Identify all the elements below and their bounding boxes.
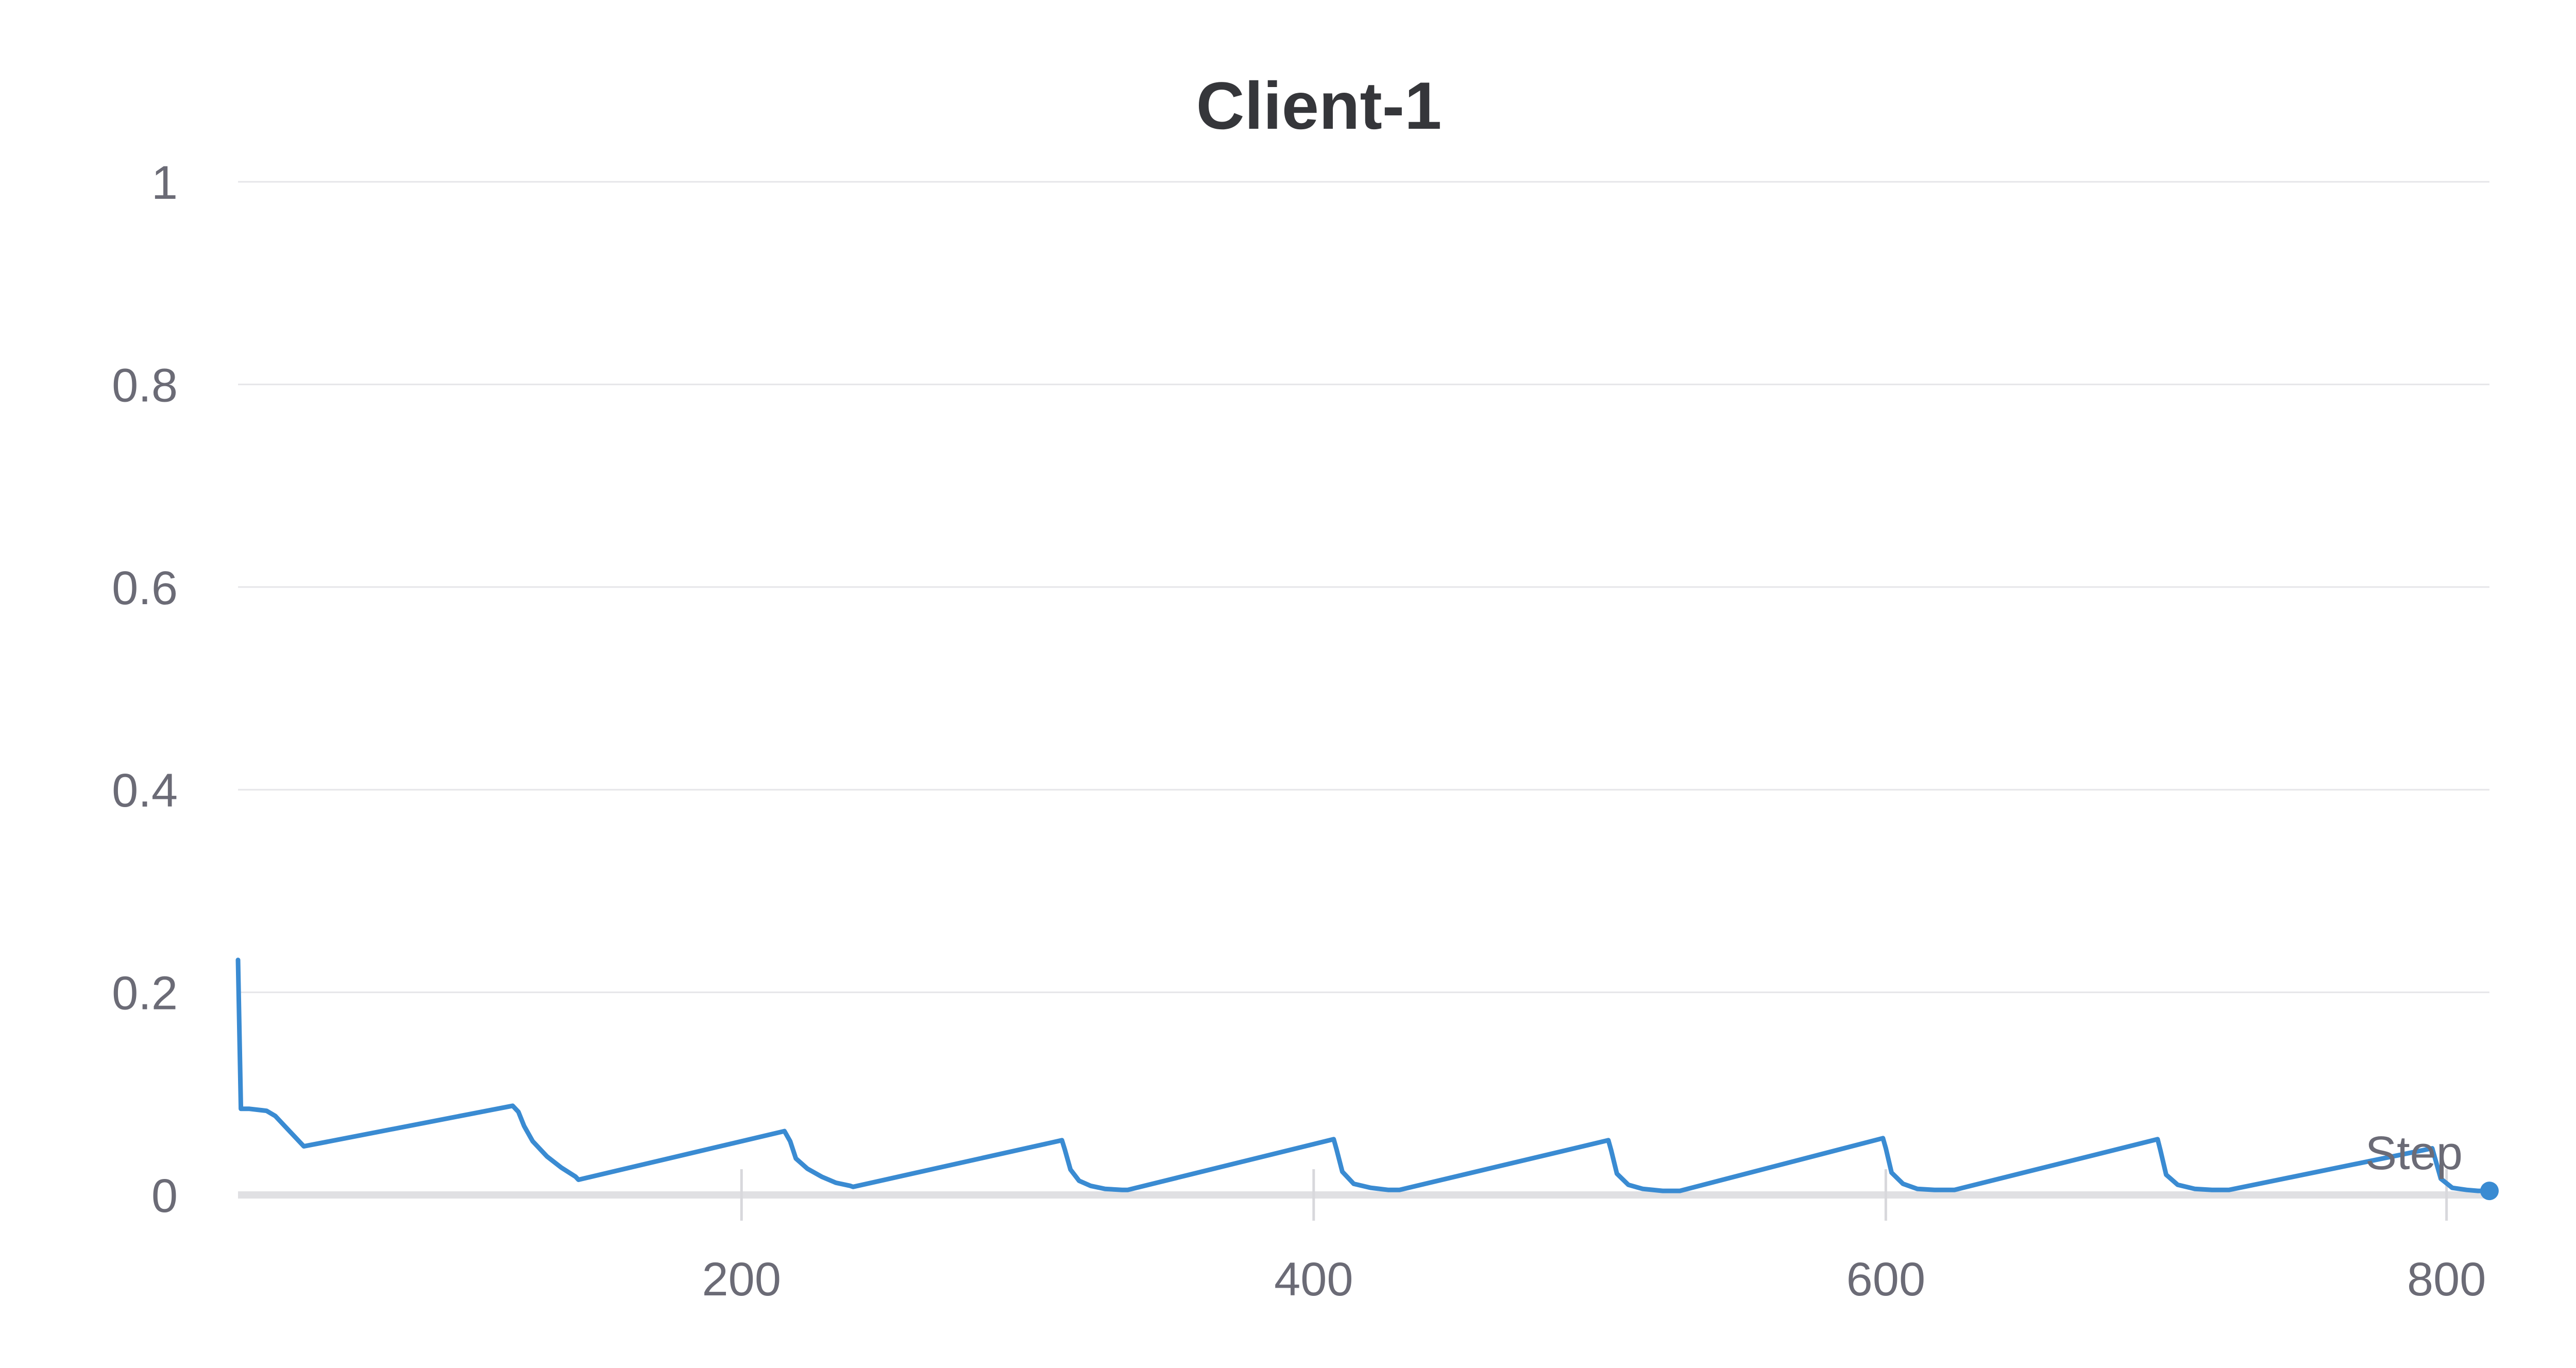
y-tick-label: 0 [151,1170,178,1222]
y-tick-label: 0.6 [112,562,178,614]
x-tick-label: 200 [702,1253,782,1306]
y-tick-label: 0.4 [112,764,178,817]
x-tick-label: 600 [1846,1253,1926,1306]
y-tick-label: 0.2 [112,967,178,1020]
y-tick-label: 0.8 [112,359,178,412]
x-tick-label: 800 [2407,1253,2486,1306]
x-tick-label: 400 [1274,1253,1353,1306]
y-gridlines [238,182,2489,1195]
y-tick-label: 1 [151,157,178,209]
chart-title: Client-1 [1196,68,1442,143]
series-endpoint [2480,1182,2499,1200]
x-axis-label: Step [2365,1127,2463,1179]
series-line [238,960,2489,1191]
y-axis-ticks: 1 0.8 0.6 0.4 0.2 0 [112,157,178,1222]
